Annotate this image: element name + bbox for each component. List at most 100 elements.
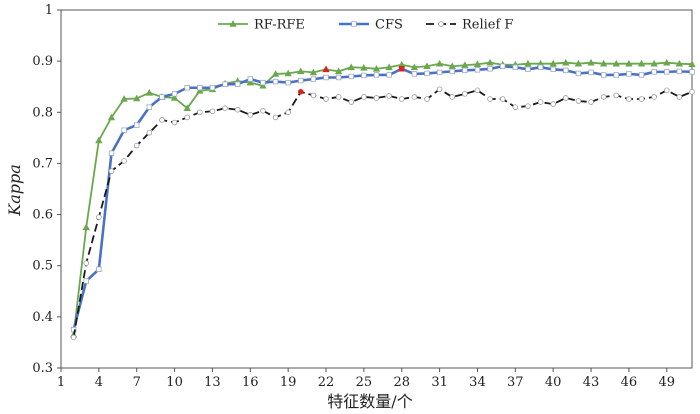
data-point <box>487 96 493 102</box>
data-point <box>638 96 645 102</box>
data-point <box>170 94 179 101</box>
data-point <box>83 278 89 284</box>
y-axis: 0.3 0.4 0.5 0.6 0.7 0.8 0.9 1 <box>32 3 61 376</box>
data-point <box>209 85 216 91</box>
data-point <box>525 103 531 109</box>
data-point <box>108 150 115 156</box>
data-point <box>335 74 342 81</box>
x-tick-label: 46 <box>621 375 638 390</box>
data-point <box>587 58 595 66</box>
data-point <box>512 104 519 110</box>
data-point <box>120 95 128 102</box>
legend-marker <box>229 20 237 27</box>
data-point <box>197 85 203 91</box>
x-axis: 1 4 7 10 13 16 19 22 25 28 31 34 37 40 43 46 49 <box>57 368 675 390</box>
series-layer <box>69 58 696 341</box>
data-point <box>550 101 556 107</box>
data-point <box>600 72 607 78</box>
data-point <box>448 62 456 70</box>
data-point <box>612 59 620 67</box>
x-tick-label: 43 <box>583 375 600 390</box>
data-point <box>525 66 531 73</box>
x-tick-label: 37 <box>507 375 524 390</box>
x-tick-label: 49 <box>658 375 675 390</box>
data-point <box>347 63 355 71</box>
data-point <box>133 142 140 149</box>
data-point <box>70 326 77 333</box>
data-point <box>184 85 190 91</box>
data-point <box>549 59 557 67</box>
data-point <box>246 78 254 86</box>
data-point <box>599 59 608 67</box>
data-point <box>96 266 102 272</box>
legend-item: Relief F <box>426 18 513 33</box>
data-point <box>183 104 191 111</box>
data-point <box>334 67 343 75</box>
x-tick-label: 22 <box>318 375 335 390</box>
data-point <box>626 96 632 102</box>
data-point <box>386 72 392 78</box>
plot-area <box>60 9 693 369</box>
data-point <box>537 64 544 70</box>
data-point <box>297 67 305 75</box>
data-point <box>637 59 646 67</box>
data-point <box>600 94 607 100</box>
data-point <box>651 94 657 100</box>
data-point <box>285 79 291 86</box>
x-tick-label: 16 <box>242 375 259 390</box>
data-point <box>512 64 519 70</box>
highlight-point <box>297 89 304 95</box>
data-point <box>134 122 140 128</box>
y-tick-label: 0.8 <box>32 105 53 120</box>
data-point <box>171 91 178 97</box>
y-axis-title: Kappa <box>5 164 24 217</box>
series-line <box>72 61 693 335</box>
legend-marker <box>351 21 357 27</box>
y-tick-label: 0.5 <box>32 259 53 274</box>
data-point <box>271 70 280 77</box>
data-point <box>461 61 469 69</box>
data-point <box>284 69 292 77</box>
highlight-point <box>399 66 405 72</box>
data-point <box>159 117 165 123</box>
series-line <box>72 88 693 338</box>
data-point <box>574 59 583 67</box>
data-point <box>260 79 266 86</box>
legend-label: CFS <box>375 18 403 33</box>
y-tick-label: 1 <box>45 3 53 18</box>
data-point <box>474 87 481 94</box>
data-point <box>562 58 570 66</box>
data-point <box>260 107 266 114</box>
y-tick-label: 0.3 <box>32 361 53 376</box>
y-tick-label: 0.6 <box>32 208 53 223</box>
data-point <box>449 68 455 75</box>
data-point <box>487 66 493 72</box>
plot-border <box>60 9 693 369</box>
data-point <box>196 86 204 94</box>
data-point <box>524 59 532 67</box>
data-point <box>410 63 419 71</box>
legend: RF-RFE CFS Relief F <box>218 18 513 33</box>
data-point <box>449 94 456 100</box>
data-point <box>625 59 633 67</box>
data-point <box>486 58 494 66</box>
data-point <box>473 60 482 68</box>
data-point <box>310 92 317 99</box>
data-point <box>550 66 556 73</box>
data-point <box>613 72 619 78</box>
data-point <box>323 96 329 102</box>
data-point <box>259 81 267 89</box>
data-point <box>423 62 431 70</box>
data-point <box>676 94 683 100</box>
data-point <box>107 113 116 121</box>
data-point <box>247 112 254 118</box>
series-rf-rfe <box>69 58 696 338</box>
data-point <box>285 109 291 116</box>
data-point <box>95 136 103 144</box>
data-point <box>348 99 355 105</box>
data-point <box>650 59 658 67</box>
data-point <box>96 214 102 220</box>
data-point <box>247 76 253 82</box>
data-point <box>209 108 216 115</box>
